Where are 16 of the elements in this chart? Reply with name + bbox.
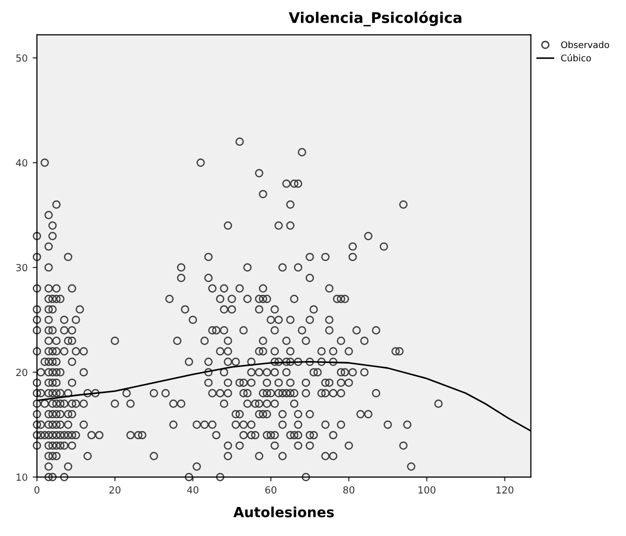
y-tick-label: 40 (16, 159, 28, 167)
x-tick-label: 0 (34, 486, 40, 494)
x-tick-label: 120 (496, 486, 514, 494)
legend-label: Observado (561, 41, 610, 48)
x-tick-label: 100 (418, 486, 436, 494)
legend-label: Cúbico (561, 54, 591, 62)
x-tick-label: 60 (265, 486, 276, 494)
x-tick-label: 20 (109, 486, 120, 494)
x-tick-label: 40 (187, 486, 198, 494)
x-axis-title: Autolesiones (233, 506, 334, 518)
y-tick-label: 20 (16, 368, 28, 376)
chart-title: Violencia_Psicológica (288, 11, 462, 26)
y-tick-label: 30 (16, 264, 28, 272)
y-tick-label: 50 (16, 54, 28, 62)
y-tick-label: 10 (16, 474, 28, 481)
x-tick-label: 80 (343, 486, 354, 494)
